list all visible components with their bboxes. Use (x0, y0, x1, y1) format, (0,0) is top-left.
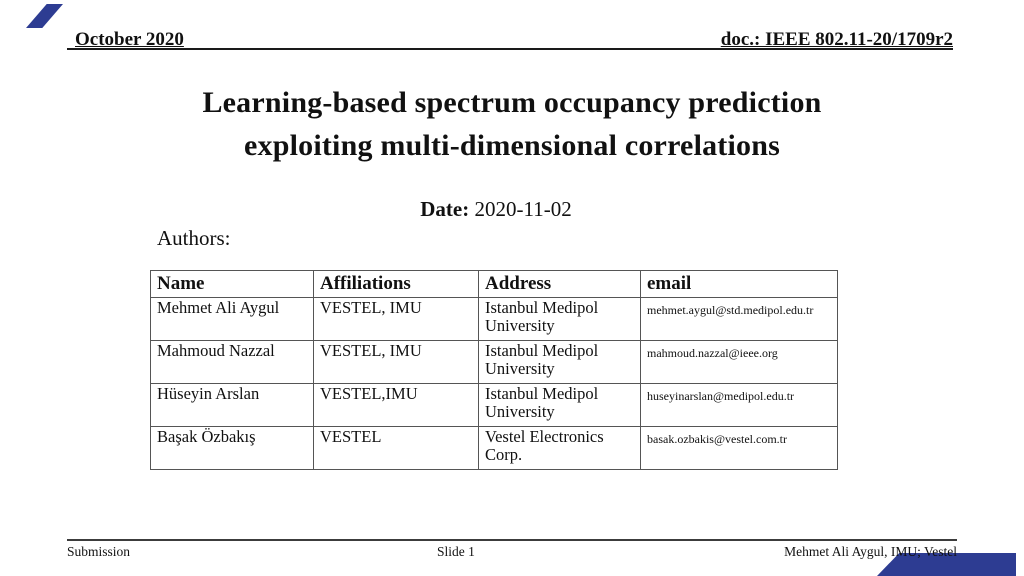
header-month-year: October 2020 (75, 29, 184, 50)
column-header-address: Address (478, 270, 641, 298)
date-value: 2020-11-02 (474, 197, 572, 221)
slide-title: Learning-based spectrum occupancy predic… (0, 81, 1024, 167)
affiliation-cell: VESTEL,IMU (313, 383, 479, 427)
authors-label: Authors: (157, 226, 231, 250)
email-cell: huseyinarslan@medipol.edu.tr (640, 383, 838, 427)
table-row: Hüseyin Arslan VESTEL,IMU Istanbul Medip… (150, 383, 838, 427)
affiliation-cell: VESTEL, IMU (313, 297, 479, 341)
column-header-affiliations: Affiliations (313, 270, 479, 298)
address-cell: Istanbul Medipol University (478, 297, 641, 341)
address-cell: Vestel Electronics Corp. (478, 426, 641, 470)
email-cell: mehmet.aygul@std.medipol.edu.tr (640, 297, 838, 341)
email-cell: mahmoud.nazzal@ieee.org (640, 340, 838, 384)
table-row: Mehmet Ali Aygul VESTEL, IMU Istanbul Me… (150, 297, 838, 341)
name-cell: Mehmet Ali Aygul (150, 297, 314, 341)
address-cell: Istanbul Medipol University (478, 340, 641, 384)
table-row: Başak Özbakış VESTEL Vestel Electronics … (150, 426, 838, 470)
corner-ribbon-bottom-right (877, 553, 1016, 576)
date-line: Date: 2020-11-02 (0, 197, 992, 222)
header-rule (67, 48, 953, 50)
header-doc-number: doc.: IEEE 802.11-20/1709r2 (720, 29, 953, 50)
name-cell: Hüseyin Arslan (150, 383, 314, 427)
footer-rule (67, 539, 957, 541)
name-cell: Mahmoud Nazzal (150, 340, 314, 384)
name-cell: Başak Özbakış (150, 426, 314, 470)
column-header-email: email (640, 270, 838, 298)
title-line-2: exploiting multi-dimensional correlation… (244, 129, 780, 162)
footer-submission-label: Submission (67, 544, 131, 559)
address-cell: Istanbul Medipol University (478, 383, 641, 427)
corner-ribbon-top-left (26, 4, 63, 28)
table-row: Mahmoud Nazzal VESTEL, IMU Istanbul Medi… (150, 340, 838, 384)
authors-table: Name Affiliations Address email Mehmet A… (150, 270, 838, 470)
date-label: Date: (420, 197, 470, 221)
title-line-1: Learning-based spectrum occupancy predic… (202, 86, 822, 119)
footer-author-credit: Mehmet Ali Aygul, IMU; Vestel (784, 544, 957, 559)
footer-slide-number: Slide 1 (437, 544, 475, 559)
affiliation-cell: VESTEL (313, 426, 479, 470)
email-cell: basak.ozbakis@vestel.com.tr (640, 426, 838, 470)
table-header-row: Name Affiliations Address email (150, 270, 838, 298)
affiliation-cell: VESTEL, IMU (313, 340, 479, 384)
column-header-name: Name (150, 270, 314, 298)
